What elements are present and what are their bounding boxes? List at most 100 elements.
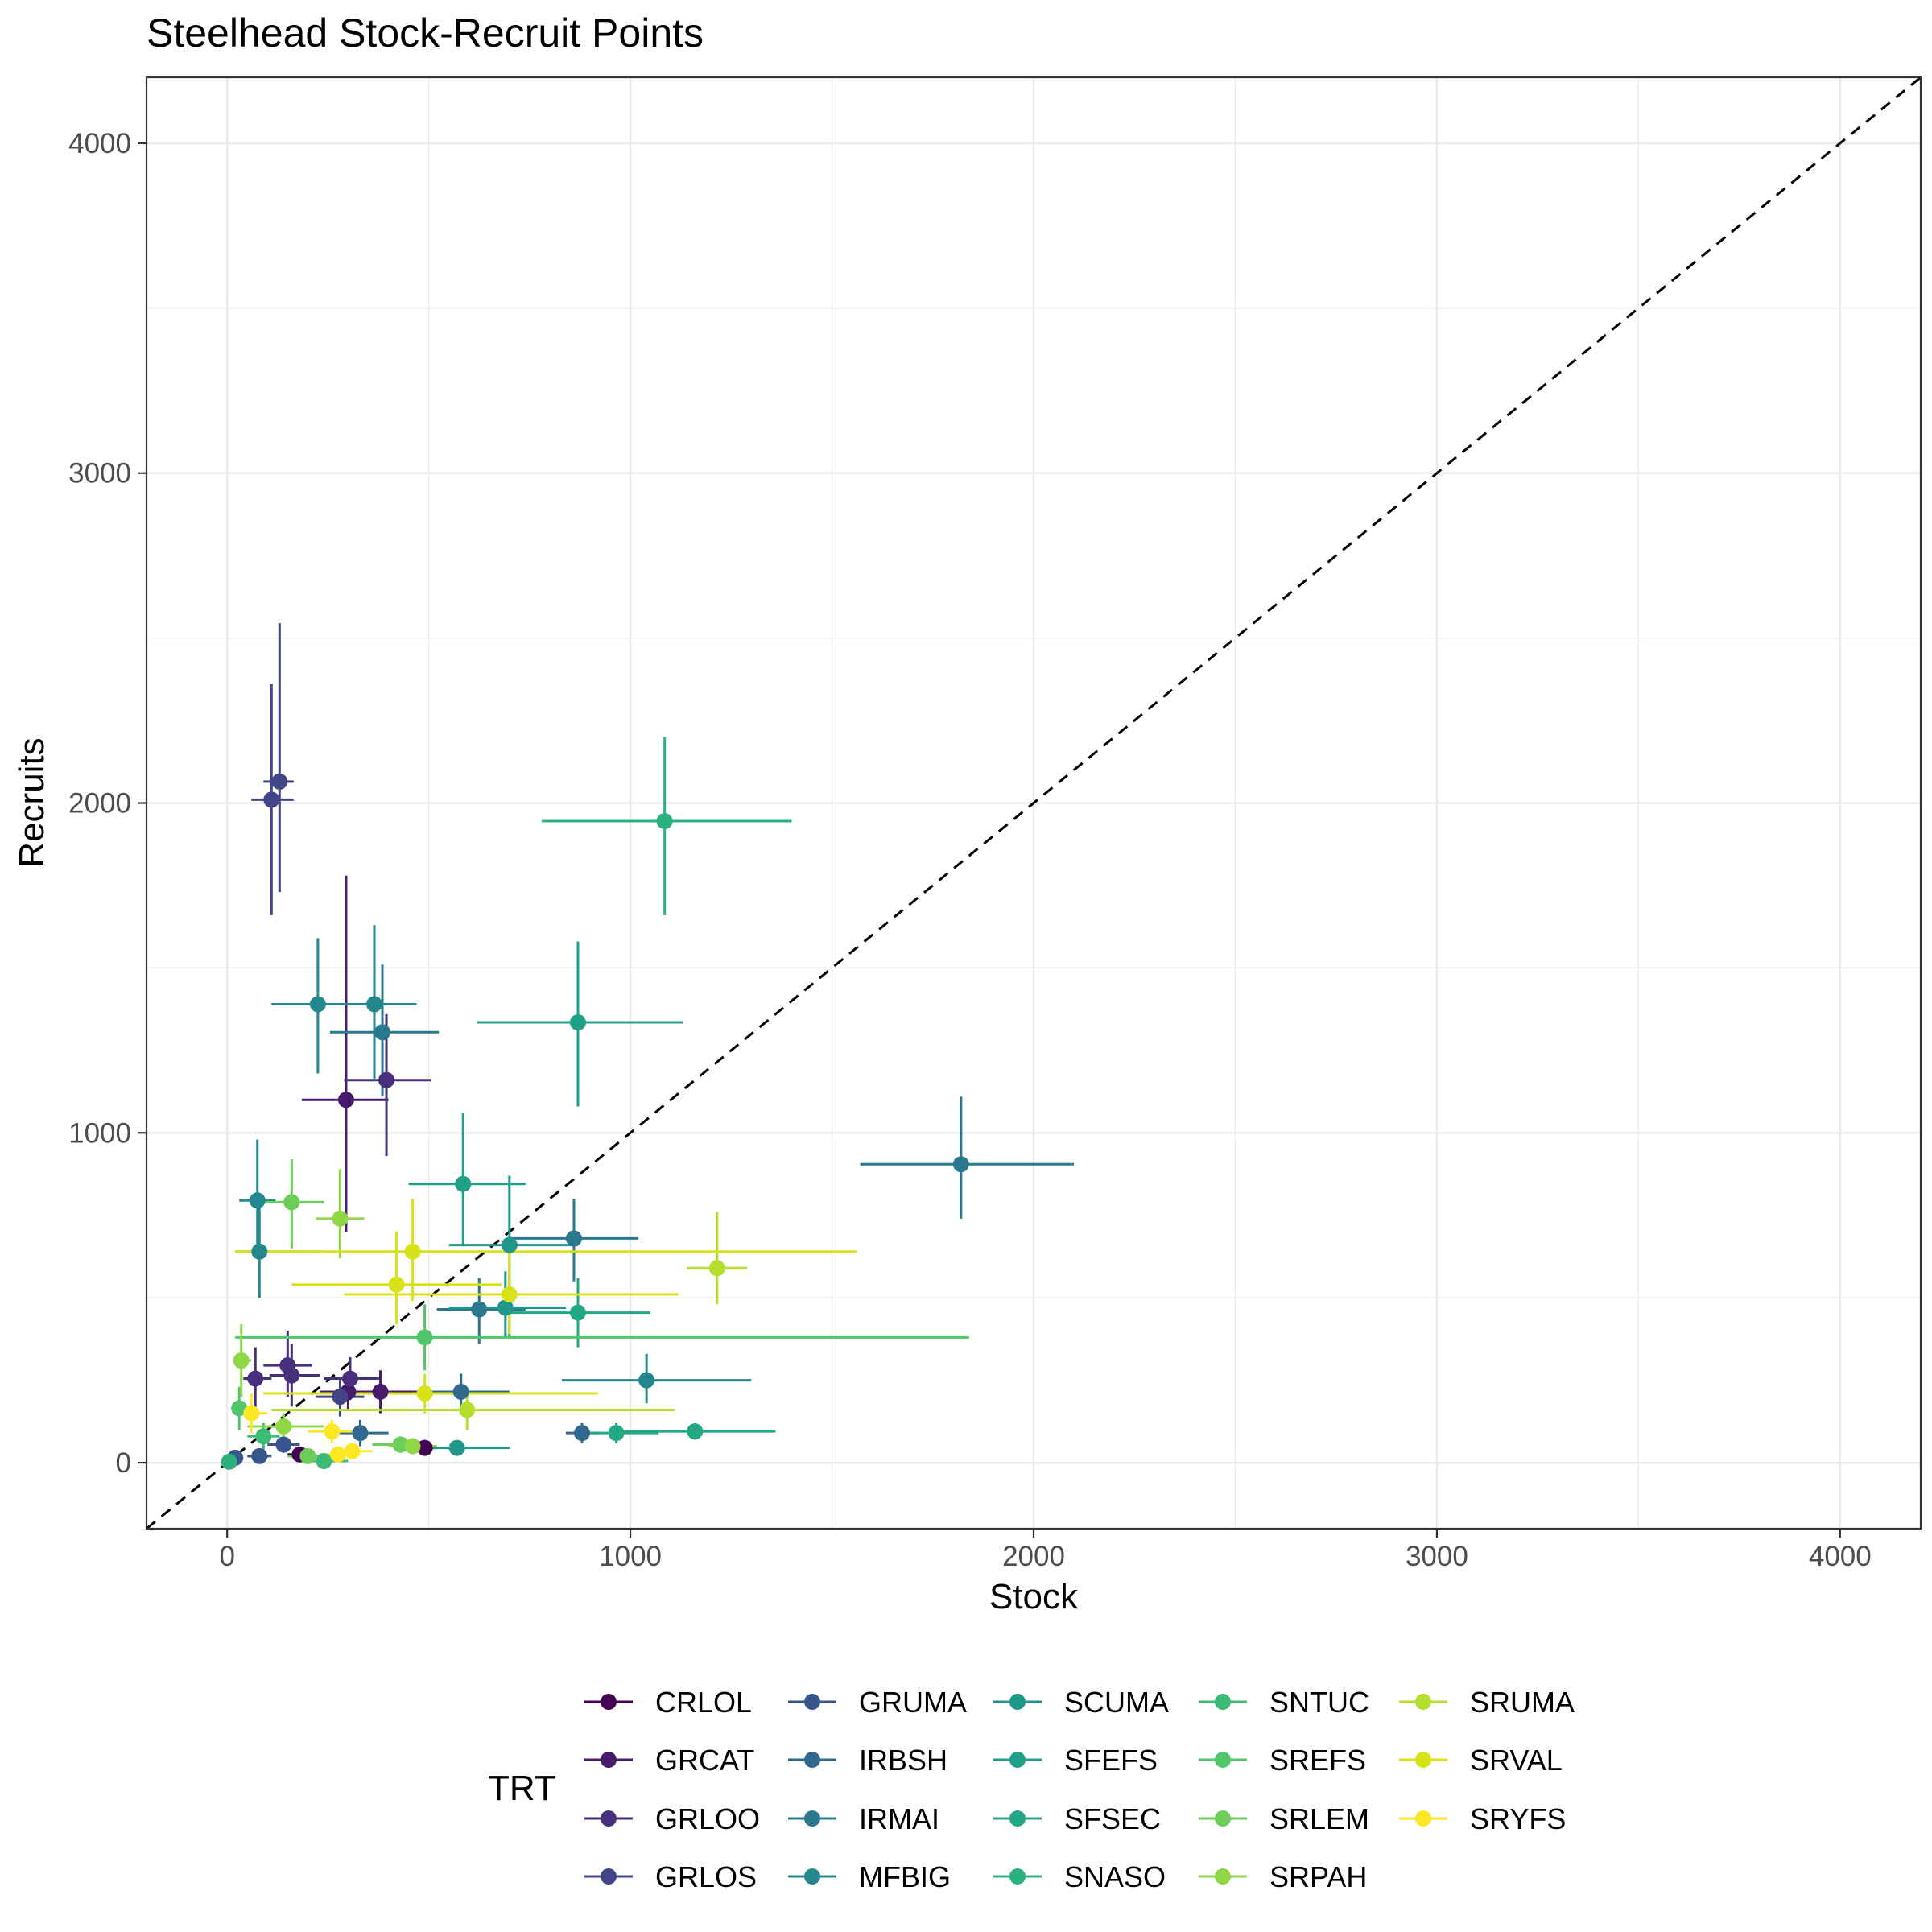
legend-key-point: [1009, 1694, 1026, 1710]
data-point: [416, 1439, 433, 1456]
legend-item: CRLOL: [584, 1686, 752, 1719]
data-point: [247, 1370, 264, 1387]
legend-item: IRBSH: [788, 1744, 947, 1777]
legend-label: CRLOL: [655, 1686, 752, 1719]
data-point: [497, 1299, 514, 1316]
data-point: [388, 1276, 405, 1293]
legend-key-point: [1215, 1868, 1231, 1885]
legend-item: GRLOO: [584, 1802, 760, 1835]
legend-item: SFEFS: [993, 1744, 1158, 1777]
data-point: [416, 1385, 433, 1402]
data-point: [283, 1194, 300, 1211]
data-point: [501, 1236, 518, 1253]
legend: TRT CRLOL GRCAT GRLOO GRLOS GRUMA IRBSH IRMAI M…: [488, 1686, 1575, 1893]
data-point: [374, 1024, 391, 1041]
data-point: [452, 1383, 469, 1400]
legend-key-point: [1215, 1694, 1231, 1710]
data-point: [404, 1438, 421, 1455]
legend-label: SRLEM: [1269, 1802, 1369, 1835]
legend-label: GRCAT: [655, 1744, 754, 1777]
legend-key-point: [804, 1752, 820, 1768]
data-point: [275, 1418, 292, 1435]
data-point: [569, 1013, 586, 1030]
legend-key-point: [601, 1694, 617, 1710]
data-point: [471, 1301, 488, 1318]
legend-item: SRUMA: [1399, 1686, 1575, 1719]
x-axis: 0 1000 2000 3000 4000: [219, 1529, 1872, 1572]
legend-key-point: [1009, 1810, 1026, 1827]
legend-label: GRLOS: [655, 1860, 757, 1893]
legend-key-point: [804, 1868, 820, 1885]
y-tick-label: 0: [116, 1447, 131, 1479]
data-point: [231, 1400, 248, 1417]
legend-key-point: [1009, 1868, 1026, 1885]
chart-title: Steelhead Stock-Recruit Points: [147, 10, 704, 56]
legend-items: CRLOL GRCAT GRLOO GRLOS GRUMA IRBSH IRMAI MFBIG…: [584, 1686, 1575, 1893]
y-axis-title: Recruits: [12, 737, 52, 867]
data-point: [501, 1286, 518, 1303]
legend-label: MFBIG: [859, 1860, 951, 1893]
legend-item: SRVAL: [1399, 1744, 1563, 1777]
data-point: [455, 1175, 472, 1192]
legend-key-point: [601, 1752, 617, 1768]
data-point: [392, 1436, 409, 1453]
legend-label: GRLOO: [655, 1802, 760, 1835]
identity-line: [146, 76, 1922, 1530]
data-point: [352, 1425, 369, 1442]
legend-item: IRMAI: [788, 1802, 939, 1835]
legend-item: SFSEC: [993, 1802, 1161, 1835]
data-point: [309, 996, 326, 1013]
legend-item: SREFS: [1199, 1744, 1366, 1777]
legend-label: IRBSH: [859, 1744, 947, 1777]
data-point: [255, 1428, 272, 1445]
data-point: [448, 1439, 465, 1456]
data-point: [251, 1243, 268, 1260]
data-point: [341, 1370, 358, 1387]
data-point: [565, 1230, 582, 1247]
x-axis-title: Stock: [989, 1577, 1079, 1616]
y-axis: 0 1000 2000 3000 4000: [68, 128, 147, 1479]
legend-item: SRYFS: [1399, 1802, 1566, 1835]
x-tick-label: 1000: [599, 1541, 662, 1572]
legend-item: GRCAT: [584, 1744, 754, 1777]
data-point: [263, 791, 280, 808]
data-point: [249, 1192, 266, 1209]
legend-item: GRLOS: [584, 1860, 757, 1893]
legend-key-point: [1009, 1752, 1026, 1768]
data-point: [459, 1402, 476, 1418]
data-point: [271, 773, 288, 790]
legend-label: SRUMA: [1470, 1686, 1575, 1719]
data-point: [251, 1447, 268, 1464]
legend-label: SFEFS: [1064, 1744, 1158, 1777]
x-tick-label: 4000: [1809, 1541, 1872, 1572]
data-point: [952, 1156, 969, 1173]
legend-label: SNASO: [1064, 1860, 1166, 1893]
data-point: [378, 1071, 395, 1088]
data-point: [332, 1389, 349, 1406]
legend-key-point: [1215, 1752, 1231, 1768]
legend-item: SRPAH: [1199, 1860, 1367, 1893]
data-point: [687, 1423, 704, 1440]
y-tick-label: 3000: [68, 458, 131, 489]
x-tick-label: 2000: [1002, 1541, 1065, 1572]
legend-key-point: [804, 1810, 820, 1827]
data-point: [416, 1329, 433, 1346]
data-point: [638, 1372, 655, 1389]
legend-label: SFSEC: [1064, 1802, 1161, 1835]
legend-title: TRT: [488, 1769, 556, 1808]
data-point: [656, 813, 673, 830]
data-point: [569, 1304, 586, 1321]
data-point: [344, 1443, 361, 1459]
legend-label: SRYFS: [1470, 1802, 1566, 1835]
legend-item: SNASO: [993, 1860, 1166, 1893]
data-point: [329, 1446, 346, 1463]
x-tick-label: 3000: [1406, 1541, 1468, 1572]
legend-item: GRUMA: [788, 1686, 967, 1719]
data-point: [279, 1357, 296, 1374]
data-point: [366, 996, 383, 1013]
x-tick-label: 0: [219, 1541, 234, 1572]
legend-item: SCUMA: [993, 1686, 1169, 1719]
legend-item: MFBIG: [788, 1860, 951, 1893]
legend-item: SNTUC: [1199, 1686, 1369, 1719]
